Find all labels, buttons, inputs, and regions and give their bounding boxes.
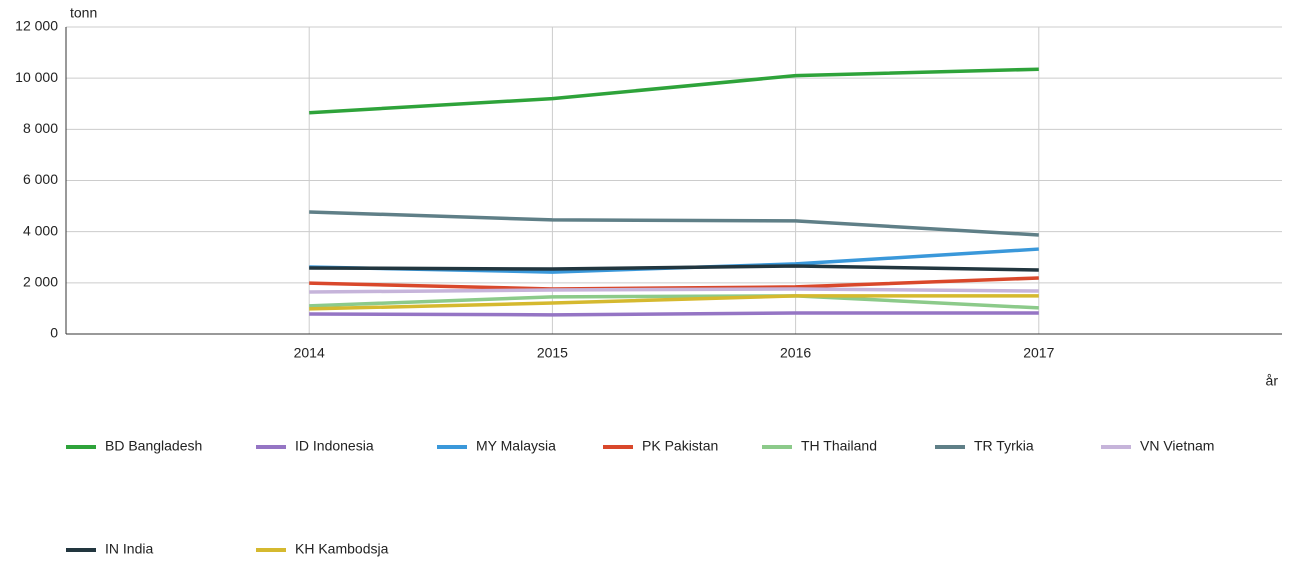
y-tick-label: 0 [50,325,58,341]
legend-label: BD Bangladesh [105,438,202,454]
legend-label: TR Tyrkia [974,438,1034,454]
legend-label: TH Thailand [801,438,877,454]
legend-label: KH Kambodsja [295,541,389,557]
series-line [309,287,1039,294]
y-tick-label: 6 000 [23,171,58,187]
legend-label: PK Pakistan [642,438,718,454]
series-line [309,210,1039,237]
y-tick-label: 12 000 [15,18,58,34]
legend-label: VN Vietnam [1140,438,1214,454]
series-line [309,294,1039,311]
y-tick-label: 4 000 [23,222,58,238]
legend-label: MY Malaysia [476,438,556,454]
y-axis-label: tonn [70,5,97,21]
series-line [309,276,1039,291]
series-line [309,67,1039,115]
y-tick-label: 10 000 [15,69,58,85]
x-tick-label: 2016 [780,345,811,361]
series-line [309,264,1039,272]
series-line [309,311,1039,317]
legend-label: IN India [105,541,153,557]
x-tick-label: 2015 [537,345,568,361]
y-tick-label: 2 000 [23,274,58,290]
series-line [309,294,1039,310]
legend-label: ID Indonesia [295,438,374,454]
x-tick-label: 2017 [1023,345,1054,361]
x-tick-label: 2014 [294,345,325,361]
x-axis-label: år [1266,373,1279,389]
y-tick-label: 8 000 [23,120,58,136]
